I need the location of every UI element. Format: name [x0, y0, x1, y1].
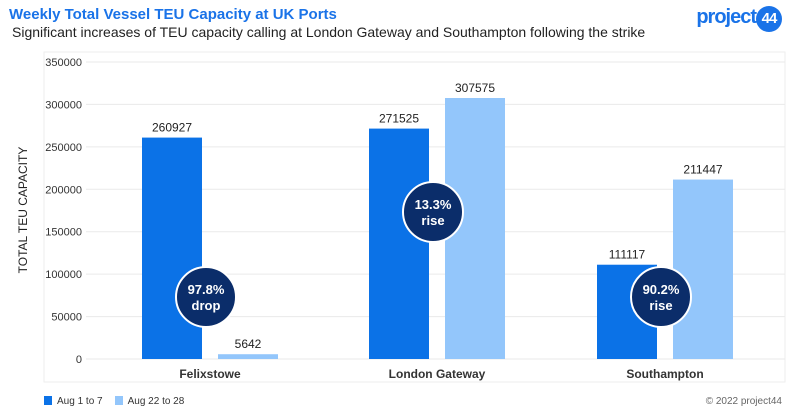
y-tick-label: 50000 [51, 312, 82, 324]
chart-title: Weekly Total Vessel TEU Capacity at UK P… [9, 6, 337, 23]
legend-swatch [44, 396, 52, 405]
annotation-badge [630, 266, 692, 328]
y-tick-label: 250000 [45, 142, 82, 154]
legend-item-series-2[interactable]: Aug 22 to 28 [114, 396, 185, 407]
y-tick-label: 350000 [45, 57, 82, 69]
bar [142, 137, 202, 359]
bar [369, 128, 429, 359]
y-tick-label: 150000 [45, 227, 82, 239]
annotation-value: 90.2% [643, 282, 680, 297]
data-label: 260927 [152, 121, 192, 135]
plot-frame [43, 51, 786, 383]
annotation-value: 97.8% [188, 282, 225, 297]
legend-item-series-1[interactable]: Aug 1 to 7 [44, 396, 103, 407]
data-label: 211447 [683, 163, 722, 177]
annotation-value: 13.3% [415, 197, 452, 212]
chart-subtitle: Significant increases of TEU capacity ca… [12, 24, 646, 40]
data-label: 307575 [455, 81, 495, 95]
y-tick-label: 100000 [45, 269, 82, 281]
annotation-label: drop [192, 298, 221, 313]
legend-swatch [114, 396, 123, 405]
bar [673, 179, 733, 359]
y-axis-label: TOTAL TEU CAPACITY [16, 147, 30, 274]
y-tick-label: 0 [76, 354, 82, 366]
data-label: 271525 [379, 112, 419, 126]
data-label: 111117 [609, 248, 646, 262]
copyright: © 2022 project44 [705, 396, 782, 407]
annotation-label: rise [649, 298, 672, 313]
project44-logo: project 44 [696, 6, 782, 32]
legend-label: Aug 1 to 7 [57, 396, 103, 407]
y-tick-label: 300000 [45, 99, 82, 111]
legend-label: Aug 22 to 28 [127, 396, 185, 407]
annotation-badge [402, 181, 464, 243]
legend: Aug 1 to 7 Aug 22 to 28 [44, 396, 184, 407]
x-tick-label: Southampton [626, 367, 703, 381]
x-tick-label: London Gateway [389, 367, 486, 381]
bar [218, 354, 278, 359]
x-tick-label: Felixstowe [179, 367, 241, 381]
y-tick-label: 200000 [45, 184, 82, 196]
annotation-label: rise [421, 213, 444, 228]
annotation-badge [175, 266, 237, 328]
data-label: 5642 [235, 337, 262, 351]
